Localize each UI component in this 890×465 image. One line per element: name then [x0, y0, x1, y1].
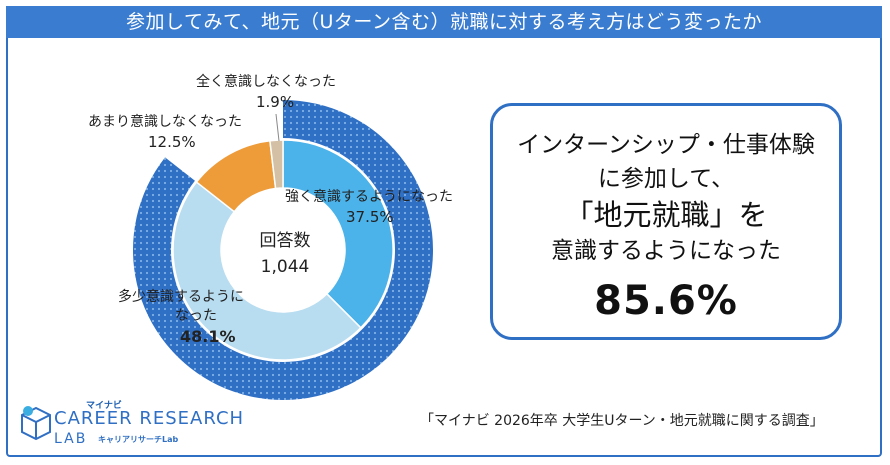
center-label: 回答数 1,044 [235, 228, 335, 280]
chart-title: 参加してみて、地元（Uターン含む）就職に対する考え方はどう変ったか [6, 6, 882, 38]
label-strong: 強く意識するようになった [285, 189, 453, 205]
label-some-line1: 多少意識するように [118, 289, 244, 305]
callout-line2: に参加して、 [597, 166, 735, 192]
callout-line3: 「地元就職」を [564, 198, 768, 232]
logo-cube-icon [21, 406, 51, 441]
logo-brand: マイナビ [86, 401, 122, 411]
callout-line1: インターンシップ・仕事体験 [517, 132, 815, 158]
callout-box: インターンシップ・仕事体験 に参加して、 「地元就職」を 意識するようになった … [490, 103, 842, 340]
label-little: あまり意識しなくなった [88, 114, 242, 130]
logo-lab-text: LAB [54, 431, 88, 447]
center-value: 1,044 [260, 257, 310, 277]
source-note: 「マイナビ 2026年卒 大学生Uターン・地元就職に関する調査」 [420, 413, 824, 429]
logo-main-text: CAREER RESEARCH [54, 408, 245, 429]
logo-sub-text: キャリアリサーチLab [98, 435, 179, 444]
slice-some [172, 180, 362, 361]
callout-line4: 意識するようになった [551, 238, 781, 264]
value-label-little: 12.5% [148, 133, 196, 151]
slice-none [269, 139, 284, 190]
label-none: 全く意識しなくなった [196, 74, 336, 90]
value-label-some: 48.1% [180, 327, 236, 346]
value-label-strong: 37.5% [346, 208, 394, 226]
slice-strong [282, 139, 394, 329]
value-label-none: 1.9% [256, 93, 295, 111]
label-some-line2: なった [175, 308, 217, 324]
center-title: 回答数 [259, 231, 311, 251]
callout-value: 85.6% [594, 278, 738, 324]
leader-line-none [275, 113, 280, 142]
